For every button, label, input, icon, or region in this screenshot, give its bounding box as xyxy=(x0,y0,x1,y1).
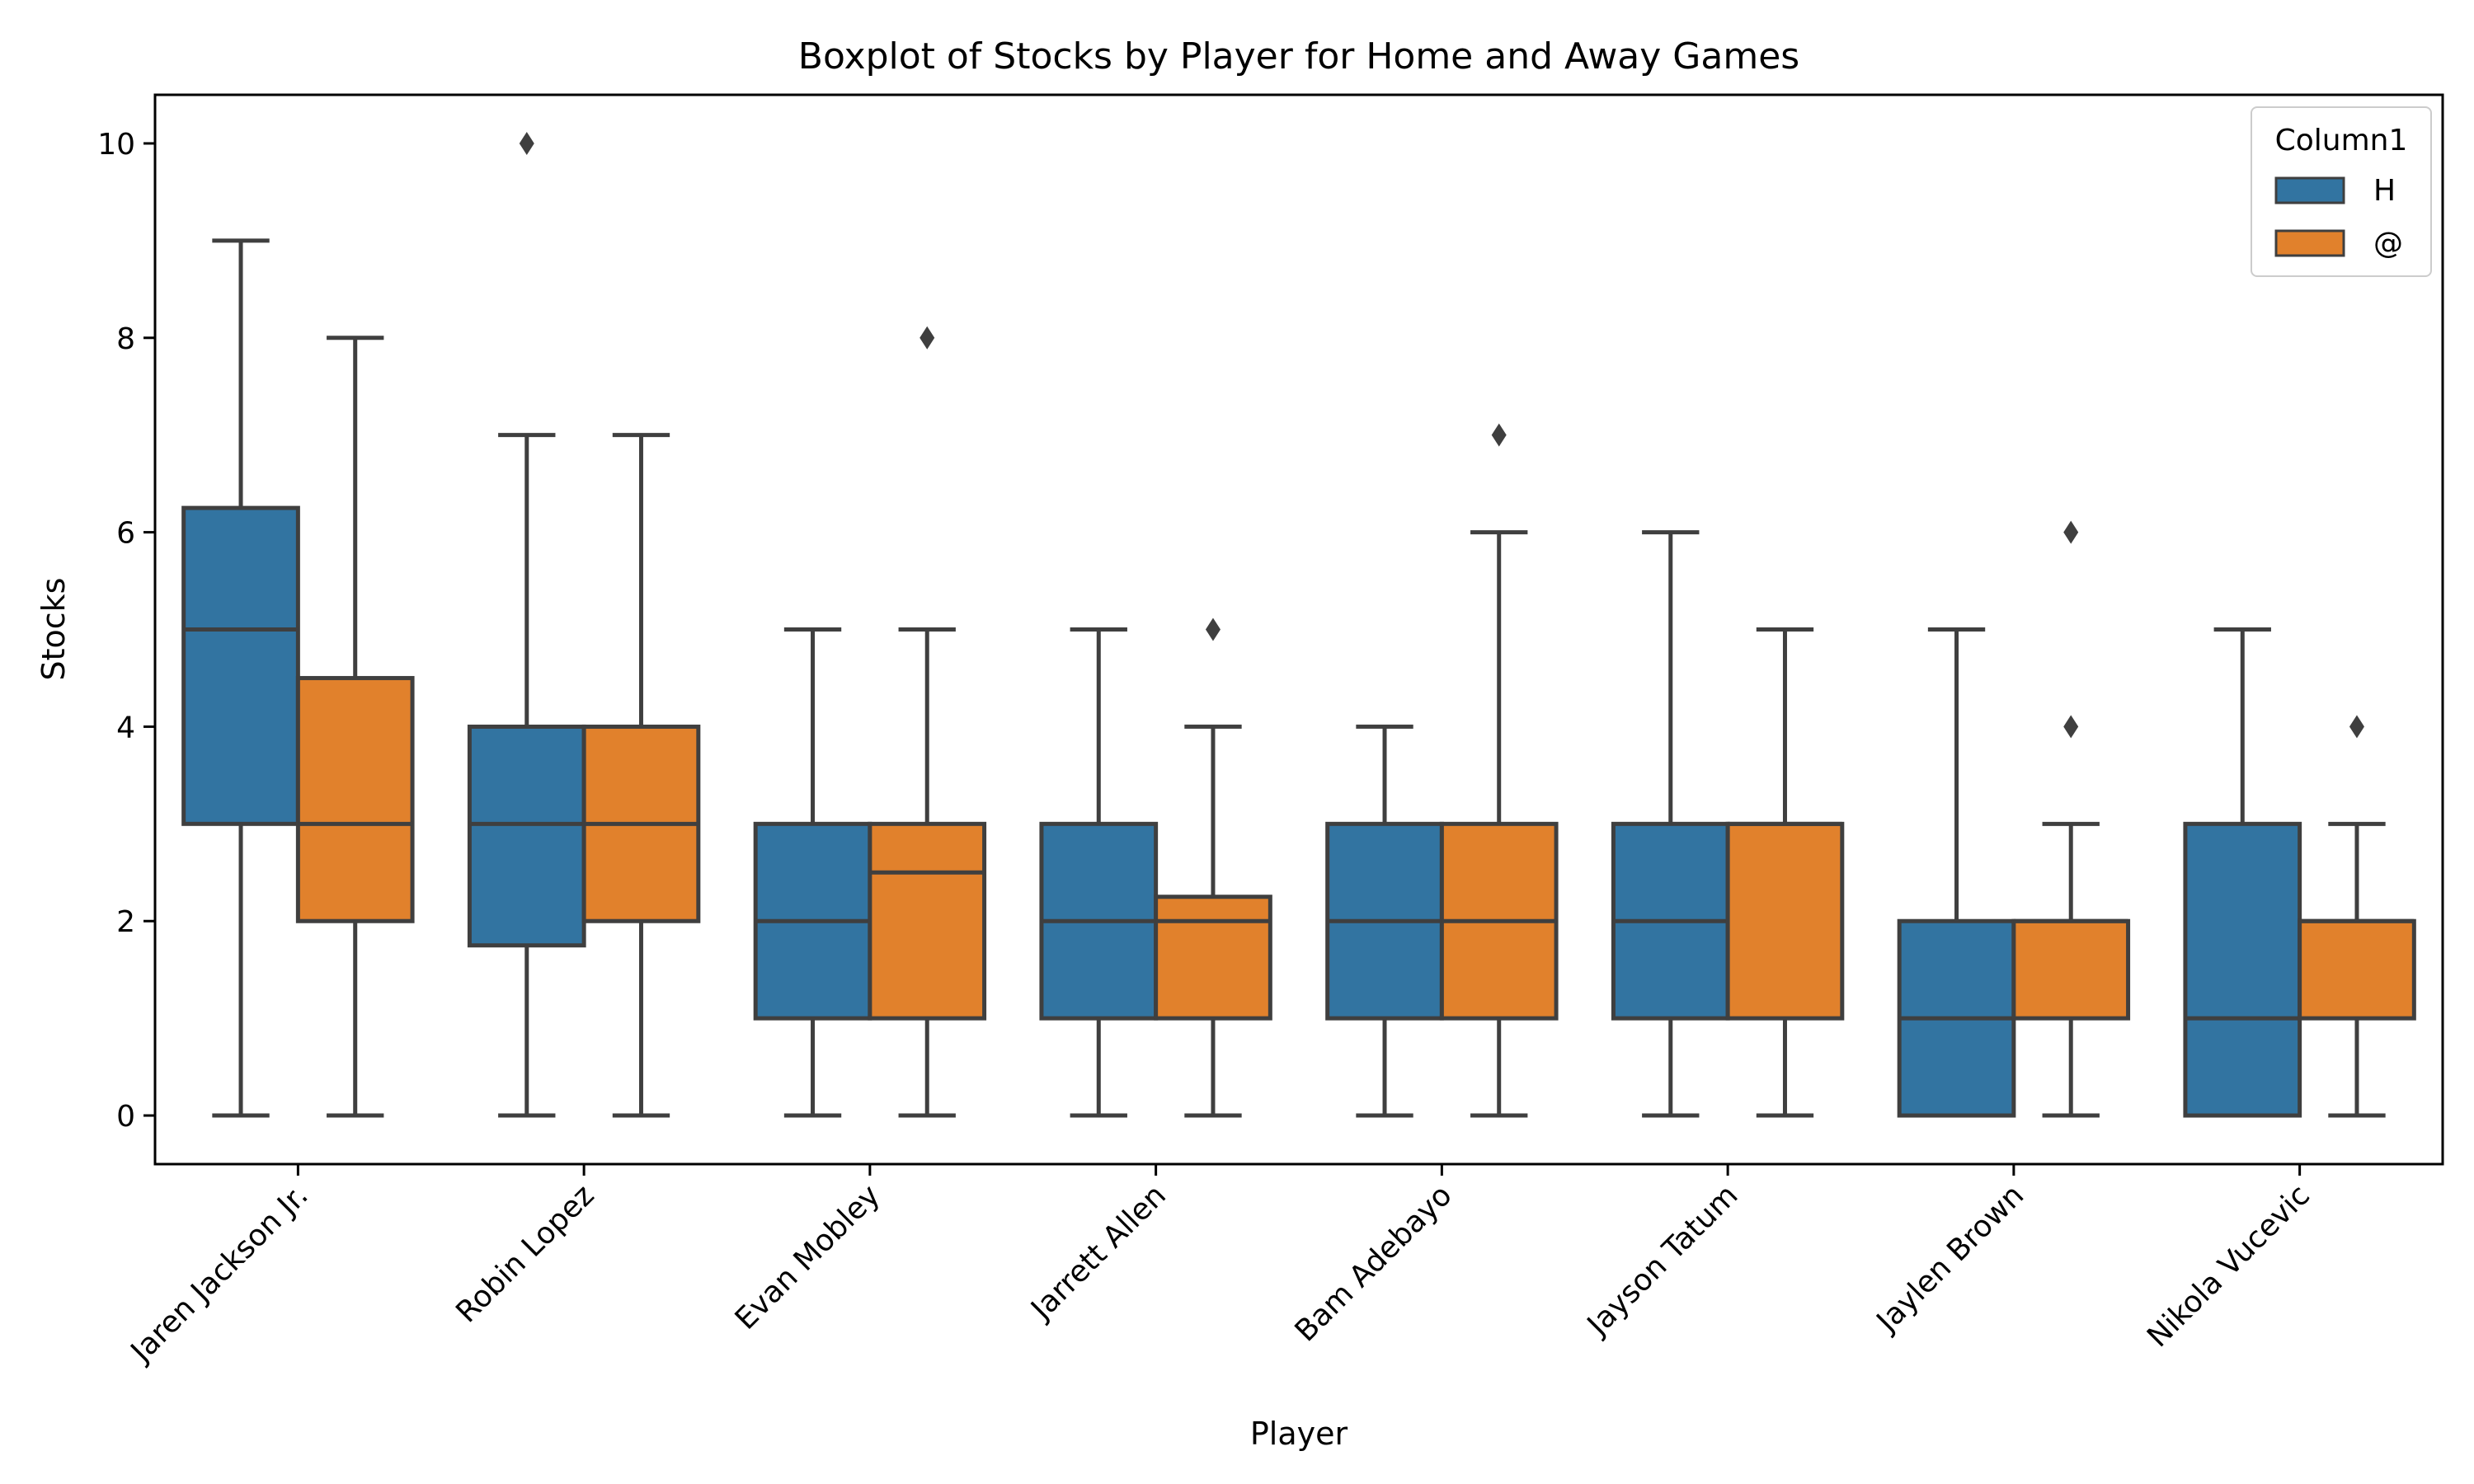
box-group xyxy=(181,238,300,1118)
box-group xyxy=(1039,627,1159,1118)
outlier-point xyxy=(2349,715,2364,739)
box-group xyxy=(1725,627,1845,1118)
x-tick-label: Jarrett Allen xyxy=(1023,1178,1173,1327)
outlier-point xyxy=(920,326,935,350)
box-group xyxy=(2298,715,2416,1118)
x-tick-label: Jaren Jackson Jr. xyxy=(124,1178,315,1369)
legend-label-h: H xyxy=(2373,174,2396,208)
box-group xyxy=(2011,520,2131,1118)
x-axis: Jaren Jackson Jr. Robin Lopez Evan Mobley J… xyxy=(124,1164,2316,1369)
outlier-point xyxy=(1205,618,1221,641)
box xyxy=(868,821,987,1021)
x-tick-label: Jayson Tatum xyxy=(1580,1178,1744,1342)
x-tick-label: Jaylen Brown xyxy=(1870,1178,2030,1339)
plot-frame xyxy=(153,93,2444,1166)
y-tick-label: 2 xyxy=(116,905,135,939)
y-tick-label: 8 xyxy=(116,322,135,356)
y-axis-label: Stocks xyxy=(35,578,72,681)
box xyxy=(2298,918,2416,1021)
legend-label-away: @ xyxy=(2373,227,2403,261)
chart-title: Boxplot of Stocks by Player for Home and… xyxy=(798,35,1799,77)
outlier-point xyxy=(519,131,534,155)
x-tick-label: Bam Adebayo xyxy=(1289,1178,1459,1348)
outlier-point xyxy=(2063,520,2079,544)
box xyxy=(2011,918,2131,1021)
legend-swatch-h xyxy=(2274,176,2345,204)
box-group xyxy=(581,433,701,1118)
box-group xyxy=(295,336,415,1118)
x-tick-label: Nikola Vucevic xyxy=(2141,1178,2316,1354)
y-axis: 0 2 4 6 8 10 xyxy=(97,128,155,1134)
box xyxy=(467,724,586,948)
y-tick-label: 4 xyxy=(116,711,135,744)
box xyxy=(1154,895,1272,1021)
y-tick-label: 6 xyxy=(116,517,135,551)
legend: Column1 H @ xyxy=(2251,106,2432,277)
y-tick-label: 0 xyxy=(116,1100,135,1134)
x-axis-label: Player xyxy=(1250,1416,1348,1452)
legend-swatch-away xyxy=(2274,229,2345,257)
box-group xyxy=(1897,627,2016,1118)
box xyxy=(181,505,300,826)
outlier-point xyxy=(1491,423,1507,447)
box-group xyxy=(868,326,987,1118)
box xyxy=(295,675,415,923)
box-group xyxy=(1439,423,1559,1118)
box-group xyxy=(1611,530,1730,1118)
box-group xyxy=(2183,627,2302,1118)
legend-title: Column1 xyxy=(2275,124,2408,157)
box xyxy=(1725,821,1845,1021)
box-group xyxy=(753,627,872,1118)
outlier-point xyxy=(2063,715,2079,739)
x-tick-label: Evan Mobley xyxy=(729,1178,887,1336)
box xyxy=(2183,821,2302,1118)
y-tick-label: 10 xyxy=(97,128,135,162)
box-group xyxy=(467,131,586,1118)
box-group xyxy=(1325,724,1444,1118)
plot-area xyxy=(181,131,2416,1118)
x-tick-label: Robin Lopez xyxy=(449,1178,600,1329)
box-group xyxy=(1154,618,1272,1118)
